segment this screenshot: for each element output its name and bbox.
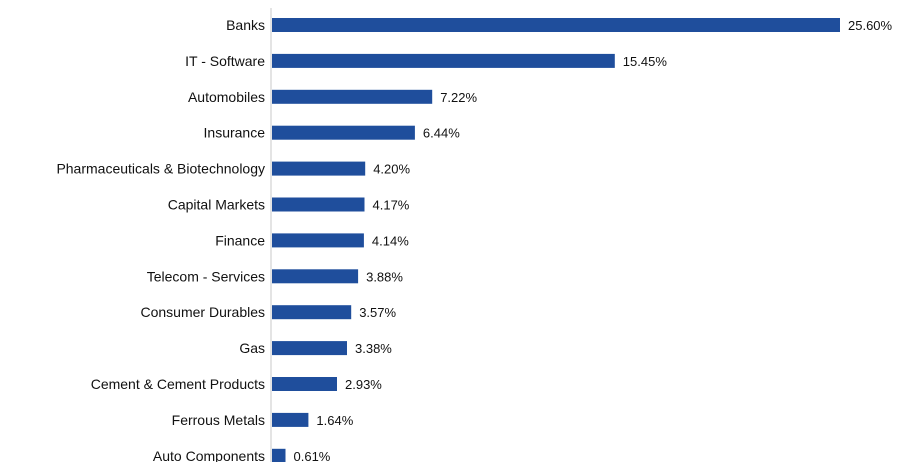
bar: [272, 412, 309, 427]
category-labels-group: Banks IT - Software Automobiles Insurance Ph…: [56, 17, 265, 462]
category-label: Consumer Durables: [141, 304, 266, 320]
category-label: Auto Components: [153, 448, 265, 462]
category-label: Automobiles: [188, 89, 265, 105]
bar: [272, 233, 364, 248]
bar: [272, 448, 286, 462]
category-label: Telecom - Services: [147, 268, 265, 284]
value-labels-group: 25.60% 15.45% 7.22% 6.44% 4.20% 4.17% 4.14% 3.8…: [294, 18, 893, 462]
category-label: Insurance: [204, 125, 266, 141]
value-label: 4.14%: [372, 233, 409, 248]
bar: [272, 197, 365, 212]
bar: [272, 341, 347, 356]
category-label: Finance: [215, 232, 265, 248]
category-label: Pharmaceuticals & Biotechnology: [56, 161, 265, 177]
bar: [272, 269, 359, 284]
category-label: Capital Markets: [168, 197, 265, 213]
value-label: 3.57%: [359, 305, 396, 320]
value-label: 7.22%: [440, 90, 477, 105]
bar: [272, 305, 352, 320]
bar: [272, 53, 615, 68]
category-label: Cement & Cement Products: [91, 376, 265, 392]
value-label: 15.45%: [623, 54, 668, 69]
value-label: 0.61%: [294, 449, 331, 462]
value-label: 1.64%: [316, 413, 353, 428]
bar: [272, 125, 415, 140]
value-label: 2.93%: [345, 377, 382, 392]
category-label: Banks: [226, 17, 265, 33]
bar: [272, 377, 337, 391]
value-label: 6.44%: [423, 126, 460, 141]
value-label: 3.88%: [366, 269, 403, 284]
bar: [272, 89, 433, 104]
bars-group: [272, 18, 840, 462]
category-label: IT - Software: [185, 53, 265, 69]
category-label: Gas: [239, 340, 265, 356]
category-label: Ferrous Metals: [172, 412, 265, 428]
value-label: 25.60%: [848, 18, 893, 33]
value-label: 4.17%: [373, 198, 410, 213]
value-label: 3.38%: [355, 341, 392, 356]
value-label: 4.20%: [373, 162, 410, 177]
bar: [272, 18, 840, 32]
bar: [272, 161, 366, 176]
